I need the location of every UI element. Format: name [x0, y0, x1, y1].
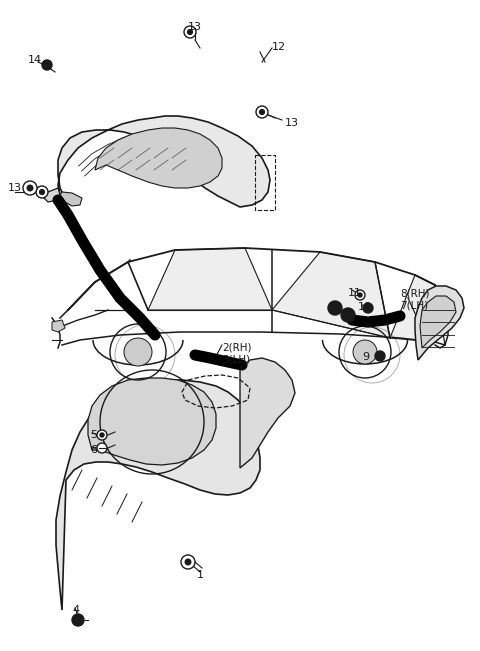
Text: 13: 13 [8, 183, 22, 193]
Text: 1: 1 [197, 570, 204, 580]
Text: 6: 6 [90, 445, 97, 455]
Circle shape [181, 555, 195, 569]
Circle shape [39, 189, 45, 195]
Circle shape [355, 290, 365, 300]
Circle shape [124, 338, 152, 366]
Polygon shape [44, 188, 60, 202]
Polygon shape [272, 252, 390, 338]
Circle shape [256, 106, 268, 118]
Circle shape [185, 559, 191, 565]
Circle shape [188, 29, 192, 35]
Text: 13: 13 [188, 22, 202, 32]
Circle shape [353, 340, 377, 364]
Text: 3(LH): 3(LH) [222, 354, 250, 364]
Circle shape [328, 301, 342, 315]
Text: 8(RH): 8(RH) [400, 288, 430, 298]
Circle shape [36, 186, 48, 198]
Text: 5: 5 [90, 430, 97, 440]
Circle shape [375, 351, 385, 361]
Polygon shape [52, 320, 65, 332]
Text: 11: 11 [348, 288, 362, 298]
Text: 2(RH): 2(RH) [222, 342, 252, 352]
Circle shape [363, 303, 373, 313]
Circle shape [27, 185, 33, 191]
Circle shape [72, 614, 84, 626]
Polygon shape [56, 380, 260, 610]
Polygon shape [420, 296, 456, 348]
Polygon shape [58, 116, 270, 207]
Text: 4: 4 [72, 605, 79, 615]
Circle shape [97, 443, 107, 453]
Text: 9: 9 [362, 352, 369, 362]
Circle shape [358, 293, 362, 297]
Polygon shape [390, 275, 435, 342]
Polygon shape [95, 128, 222, 188]
Polygon shape [240, 358, 295, 468]
Circle shape [260, 109, 264, 115]
Text: 14: 14 [28, 55, 42, 65]
Polygon shape [60, 192, 82, 206]
Circle shape [184, 26, 196, 38]
Polygon shape [148, 248, 272, 310]
Circle shape [100, 433, 104, 437]
Polygon shape [88, 378, 216, 465]
Polygon shape [415, 286, 464, 360]
Circle shape [23, 181, 37, 195]
Text: 7(LH): 7(LH) [400, 300, 428, 310]
Text: 10: 10 [358, 302, 372, 312]
Circle shape [42, 60, 52, 70]
Circle shape [97, 430, 107, 440]
Text: 12: 12 [272, 42, 286, 52]
Circle shape [341, 308, 355, 322]
Text: 13: 13 [285, 118, 299, 128]
